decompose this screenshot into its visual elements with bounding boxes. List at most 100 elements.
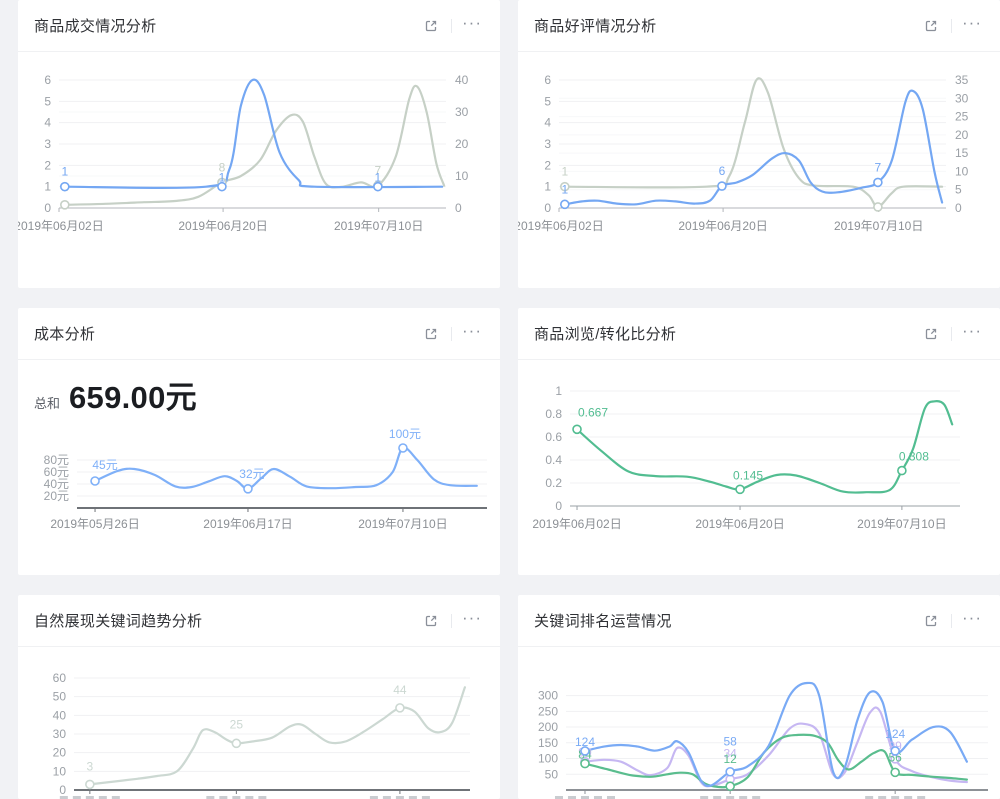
svg-text:1: 1 [561,165,568,179]
card-cost-analysis: 成本分析 ··· 总和 659.00元 80元 60元 40元 20元 2019年05月… [18,308,500,575]
svg-text:5: 5 [544,94,551,108]
svg-text:0.6: 0.6 [545,430,562,444]
svg-text:32元: 32元 [239,467,264,481]
cost-summary: 总和 659.00元 [34,372,197,417]
more-menu-icon[interactable]: ··· [962,607,982,627]
card-conversion-analysis: 商品浏览/转化比分析 ··· 1 0.8 0.6 0.4 0.2 0 2019年06月02日… [518,308,1000,575]
svg-text:2: 2 [44,158,51,172]
card-actions: ··· [421,320,482,344]
chart-canvas[interactable]: 3002502001501005090349984125612458124 [518,653,1000,799]
svg-text:1: 1 [219,171,226,185]
svg-text:2019年06月20日: 2019年06月20日 [678,219,767,233]
svg-text:6: 6 [44,73,51,87]
sum-label: 总和 [34,396,61,411]
svg-text:124: 124 [885,727,905,741]
svg-text:0: 0 [955,201,962,215]
card-actions: ··· [421,607,482,631]
svg-text:60元: 60元 [44,465,69,479]
card-header: 关键词排名运营情况 ··· [518,595,1000,647]
conversion-analysis-chart[interactable]: 1 0.8 0.6 0.4 0.2 0 2019年06月02日 2019年06月20日 2019… [518,372,1000,549]
svg-text:5: 5 [955,183,962,197]
card-header: 自然展现关键词趋势分析 ··· [18,595,500,647]
svg-text:1: 1 [555,384,562,398]
svg-text:7: 7 [375,164,382,178]
svg-text:25: 25 [955,110,969,124]
svg-text:8: 8 [219,160,226,174]
svg-text:0: 0 [44,201,51,215]
card-title: 商品成交情况分析 [34,18,157,35]
more-menu-icon[interactable]: ··· [462,12,482,32]
divider [451,18,453,33]
svg-text:6: 6 [719,164,726,178]
chart-canvas[interactable]: 1 0.8 0.6 0.4 0.2 0 2019年06月02日 2019年06月20日 2019… [518,372,1000,544]
svg-text:60: 60 [53,671,67,685]
keyword-trend-chart[interactable]: 60 50 40 30 20 10 0 3 25 44 [18,653,500,799]
export-icon[interactable] [921,16,941,36]
card-header: 商品好评情况分析 ··· [518,0,1000,52]
svg-text:2019年07月10日: 2019年07月10日 [857,517,946,531]
card-actions: ··· [921,320,982,344]
card-keyword-ranking: 关键词排名运营情况 ··· 30025020015010050903499841… [518,595,1000,799]
svg-text:0: 0 [544,201,551,215]
divider [451,613,453,628]
card-keyword-trend: 自然展现关键词趋势分析 ··· 60 50 40 30 20 10 0 3 25 44 [18,595,500,799]
export-icon[interactable] [421,324,441,344]
deal-analysis-chart[interactable]: 6 5 4 3 2 1 0 40 30 20 10 0 2019年06月02日 2019年06月20日 20… [18,56,500,246]
svg-text:3: 3 [544,137,551,151]
svg-text:2019年05月26日: 2019年05月26日 [50,517,139,531]
svg-text:0.2: 0.2 [545,476,562,490]
chart-canvas[interactable]: 60 50 40 30 20 10 0 3 25 44 [18,653,500,799]
svg-text:34: 34 [723,746,737,760]
svg-text:0.4: 0.4 [545,453,562,467]
review-analysis-chart[interactable]: 6 5 4 3 2 1 0 35 30 25 20 15 10 5 0 2019年06月02日 2019年06月… [518,56,1000,246]
svg-text:2019年07月10日: 2019年07月10日 [358,517,447,531]
card-title: 关键词排名运营情况 [534,613,672,630]
more-menu-icon[interactable]: ··· [462,320,482,340]
card-title: 自然展现关键词趋势分析 [34,613,203,630]
svg-text:1: 1 [61,165,68,179]
svg-text:0: 0 [555,499,562,513]
export-icon[interactable] [421,16,441,36]
svg-text:3: 3 [86,759,93,773]
svg-text:150: 150 [538,736,558,750]
svg-text:35: 35 [955,73,969,87]
export-icon[interactable] [421,611,441,631]
svg-text:2019年06月02日: 2019年06月02日 [518,219,604,233]
svg-text:0.145: 0.145 [733,468,763,482]
export-icon[interactable] [921,324,941,344]
svg-text:5: 5 [44,94,51,108]
more-menu-icon[interactable]: ··· [962,12,982,32]
svg-text:50: 50 [53,690,67,704]
svg-text:250: 250 [538,704,558,718]
svg-text:40: 40 [53,708,67,722]
divider [451,326,453,341]
export-icon[interactable] [921,611,941,631]
svg-text:200: 200 [538,720,558,734]
svg-text:30: 30 [955,91,969,105]
card-actions: ··· [921,12,982,36]
svg-text:58: 58 [723,735,737,749]
cost-analysis-chart[interactable]: 80元 60元 40元 20元 2019年05月26日 2019年06月17日 2019年0… [18,420,500,547]
svg-text:10: 10 [53,764,67,778]
svg-text:1: 1 [544,180,551,194]
card-header: 成本分析 ··· [18,308,500,360]
svg-text:4: 4 [544,116,551,130]
svg-text:20: 20 [455,137,469,151]
more-menu-icon[interactable]: ··· [962,320,982,340]
svg-text:4: 4 [44,116,51,130]
svg-text:20: 20 [955,128,969,142]
svg-text:6: 6 [544,73,551,87]
svg-text:0: 0 [455,201,462,215]
svg-text:0.308: 0.308 [899,450,929,464]
svg-text:44: 44 [393,683,407,697]
svg-text:100元: 100元 [389,427,421,441]
card-actions: ··· [421,12,482,36]
keyword-ranking-chart[interactable]: 3002502001501005090349984125612458124 [518,653,1000,799]
card-review-analysis: 商品好评情况分析 ··· 6 5 4 3 2 1 0 35 30 25 20 15 10 5 0 2019年0… [518,0,1000,288]
svg-text:10: 10 [455,169,469,183]
svg-text:20: 20 [53,746,67,760]
more-menu-icon[interactable]: ··· [462,607,482,627]
